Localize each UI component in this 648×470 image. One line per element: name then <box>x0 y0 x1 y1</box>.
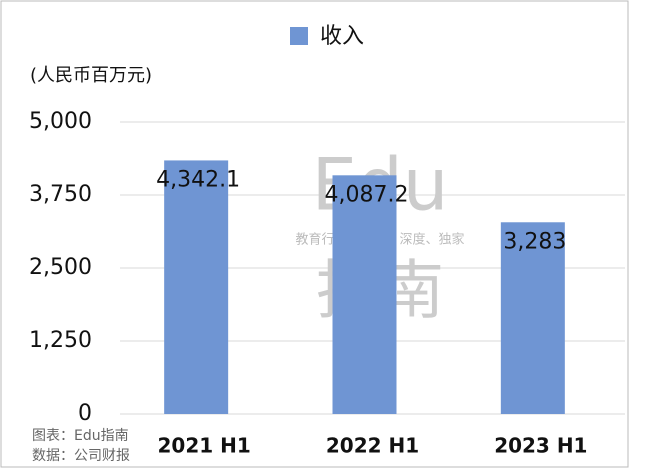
y-tick-label: 5,000 <box>29 109 92 134</box>
bar <box>164 160 229 414</box>
source-data: 数据：公司财报 <box>32 448 130 464</box>
bar <box>332 175 397 414</box>
data-label: 3,283 <box>503 229 566 254</box>
x-tick-label: 2021 H1 <box>158 434 251 458</box>
x-tick-label: 2023 H1 <box>494 434 587 458</box>
source-chart: 图表：Edu指南 <box>32 428 129 444</box>
y-tick-label: 0 <box>78 401 92 426</box>
data-label: 4,087.2 <box>325 182 409 207</box>
y-tick-label: 2,500 <box>29 255 92 280</box>
data-label: 4,342.1 <box>156 167 240 192</box>
x-tick-label: 2022 H1 <box>326 434 419 458</box>
y-axis-label: (人民币百万元) <box>30 65 152 86</box>
y-tick-label: 3,750 <box>29 182 92 207</box>
y-tick-label: 1,250 <box>29 328 92 353</box>
bar <box>500 222 565 414</box>
legend-label: 收入 <box>320 24 364 49</box>
legend-swatch <box>290 27 308 45</box>
